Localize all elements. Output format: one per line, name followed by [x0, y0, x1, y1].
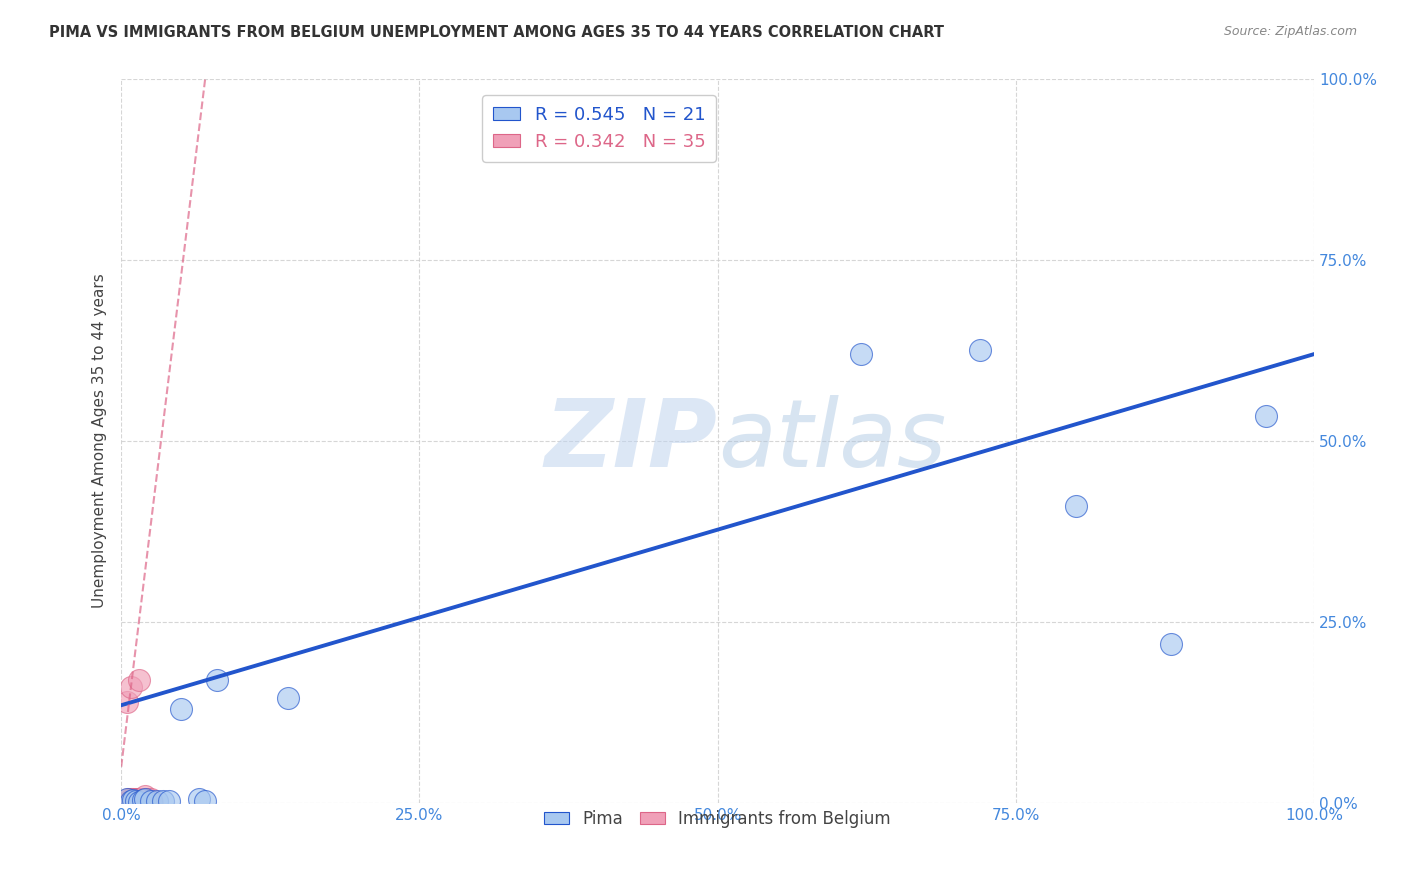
Point	[118, 792, 141, 806]
Point	[277, 690, 299, 705]
Point	[122, 792, 145, 806]
Point	[139, 792, 162, 806]
Point	[110, 796, 132, 810]
Point	[122, 793, 145, 807]
Point	[115, 792, 138, 806]
Point	[1160, 637, 1182, 651]
Point	[134, 792, 156, 806]
Point	[849, 347, 872, 361]
Point	[131, 796, 153, 810]
Point	[205, 673, 228, 687]
Point	[127, 792, 149, 806]
Text: atlas: atlas	[717, 395, 946, 486]
Point	[187, 792, 209, 806]
Point	[121, 792, 143, 806]
Point	[120, 796, 142, 810]
Point	[132, 792, 155, 806]
Point	[117, 796, 139, 810]
Point	[157, 794, 180, 808]
Point	[131, 793, 153, 807]
Point	[118, 796, 141, 810]
Point	[124, 796, 146, 810]
Point	[194, 794, 217, 808]
Point	[129, 792, 152, 806]
Point	[120, 680, 142, 694]
Point	[170, 702, 193, 716]
Point	[138, 796, 160, 810]
Point	[120, 794, 142, 808]
Point	[134, 789, 156, 803]
Point	[120, 792, 142, 806]
Point	[152, 794, 174, 808]
Point	[124, 792, 146, 806]
Point	[135, 796, 157, 810]
Point	[139, 794, 162, 808]
Point	[114, 796, 136, 810]
Point	[969, 343, 991, 358]
Point	[136, 792, 159, 806]
Point	[128, 792, 150, 806]
Text: ZIP: ZIP	[544, 395, 717, 487]
Point	[1064, 499, 1087, 513]
Point	[112, 796, 135, 810]
Point	[139, 796, 162, 810]
Point	[128, 795, 150, 809]
Point	[115, 695, 138, 709]
Point	[115, 796, 138, 810]
Point	[146, 794, 169, 808]
Point	[1256, 409, 1278, 423]
Text: Source: ZipAtlas.com: Source: ZipAtlas.com	[1223, 25, 1357, 38]
Point	[131, 796, 153, 810]
Legend: Pima, Immigrants from Belgium: Pima, Immigrants from Belgium	[537, 803, 897, 834]
Point	[139, 796, 162, 810]
Point	[124, 794, 146, 808]
Point	[141, 796, 163, 810]
Point	[125, 796, 148, 810]
Point	[124, 796, 146, 810]
Point	[128, 673, 150, 687]
Point	[115, 796, 138, 810]
Point	[122, 796, 145, 810]
Y-axis label: Unemployment Among Ages 35 to 44 years: Unemployment Among Ages 35 to 44 years	[93, 274, 107, 608]
Text: PIMA VS IMMIGRANTS FROM BELGIUM UNEMPLOYMENT AMONG AGES 35 TO 44 YEARS CORRELATI: PIMA VS IMMIGRANTS FROM BELGIUM UNEMPLOY…	[49, 25, 945, 40]
Point	[117, 792, 139, 806]
